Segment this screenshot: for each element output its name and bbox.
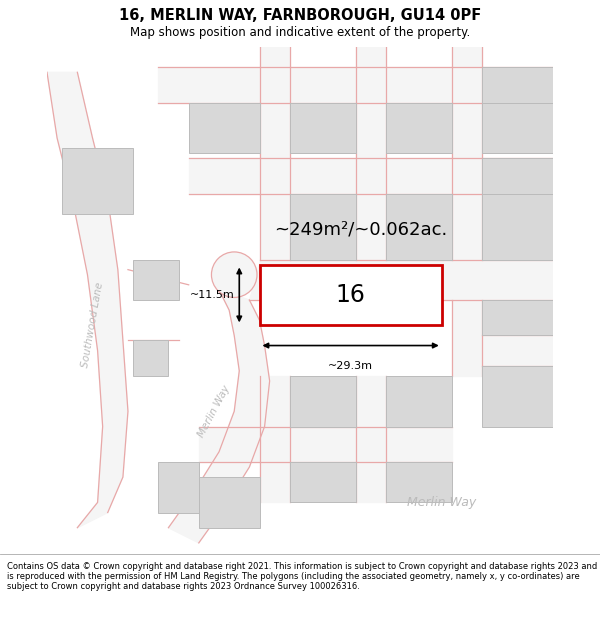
Polygon shape [452, 47, 482, 259]
Polygon shape [482, 158, 553, 194]
Polygon shape [260, 264, 442, 325]
Polygon shape [482, 102, 553, 153]
Polygon shape [260, 376, 290, 503]
Text: Merlin Way: Merlin Way [407, 496, 476, 509]
Text: Map shows position and indicative extent of the property.: Map shows position and indicative extent… [130, 26, 470, 39]
Polygon shape [188, 102, 260, 153]
Polygon shape [260, 47, 290, 259]
Polygon shape [188, 158, 553, 194]
Polygon shape [386, 194, 452, 259]
Polygon shape [482, 194, 553, 259]
Polygon shape [482, 300, 553, 336]
Polygon shape [250, 259, 553, 300]
Polygon shape [356, 47, 386, 259]
Text: 16: 16 [335, 283, 365, 307]
Text: Southwood Lane: Southwood Lane [80, 282, 105, 369]
Polygon shape [386, 462, 452, 503]
Polygon shape [62, 148, 133, 214]
Polygon shape [47, 72, 128, 528]
Text: ~29.3m: ~29.3m [328, 361, 373, 371]
Polygon shape [356, 376, 386, 503]
Circle shape [211, 252, 257, 298]
Polygon shape [133, 341, 169, 376]
Polygon shape [199, 426, 452, 462]
Text: Contains OS data © Crown copyright and database right 2021. This information is : Contains OS data © Crown copyright and d… [7, 562, 598, 591]
Polygon shape [290, 194, 356, 259]
Polygon shape [169, 290, 269, 543]
Polygon shape [290, 376, 356, 426]
Polygon shape [158, 462, 199, 512]
Text: ~249m²/~0.062ac.: ~249m²/~0.062ac. [274, 220, 448, 238]
Polygon shape [133, 259, 179, 300]
Polygon shape [199, 477, 260, 528]
Polygon shape [386, 102, 452, 153]
Polygon shape [452, 300, 482, 376]
Polygon shape [290, 462, 356, 503]
Polygon shape [482, 366, 553, 426]
Polygon shape [482, 204, 553, 259]
Polygon shape [482, 68, 553, 153]
Text: Merlin Way: Merlin Way [196, 384, 232, 439]
Polygon shape [290, 102, 356, 153]
Text: 16, MERLIN WAY, FARNBOROUGH, GU14 0PF: 16, MERLIN WAY, FARNBOROUGH, GU14 0PF [119, 9, 481, 24]
Text: ~11.5m: ~11.5m [190, 290, 234, 300]
Polygon shape [482, 336, 553, 366]
Polygon shape [158, 68, 553, 102]
Polygon shape [386, 376, 452, 426]
